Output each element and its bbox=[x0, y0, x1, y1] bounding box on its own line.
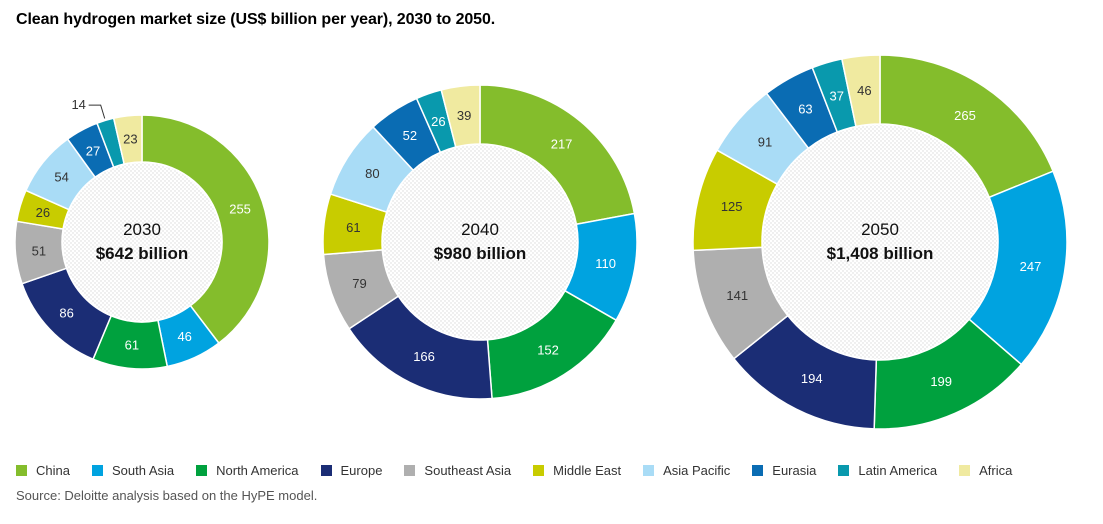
slice-2030-africa bbox=[112, 114, 143, 165]
legend-label: Southeast Asia bbox=[424, 463, 512, 478]
legend-swatch bbox=[404, 465, 416, 476]
slice-label: 125 bbox=[721, 199, 743, 214]
slice-label: 110 bbox=[595, 256, 616, 271]
slice-label: 61 bbox=[125, 338, 139, 353]
legend-label: Asia Pacific bbox=[663, 463, 731, 478]
slice-2040-africa bbox=[440, 84, 481, 148]
slice-label: 217 bbox=[551, 137, 573, 152]
source-note: Source: Deloitte analysis based on the H… bbox=[16, 488, 318, 503]
center-year: 2030 bbox=[123, 220, 161, 239]
slice-label: 166 bbox=[413, 349, 435, 364]
slice-label: 199 bbox=[930, 374, 952, 389]
donut-center bbox=[63, 163, 221, 321]
slice-label: 39 bbox=[457, 108, 471, 123]
slice-label: 52 bbox=[403, 128, 417, 143]
donut-center bbox=[383, 145, 577, 339]
legend-label: China bbox=[36, 463, 70, 478]
legend-label: Eurasia bbox=[772, 463, 817, 478]
legend-label: Africa bbox=[979, 463, 1013, 478]
legend-label: North America bbox=[216, 463, 299, 478]
legend-swatch bbox=[643, 465, 655, 476]
legend-label: Middle East bbox=[553, 463, 622, 478]
slice-label: 152 bbox=[537, 342, 559, 357]
legend-item: Middle East bbox=[533, 463, 621, 478]
slice-label: 247 bbox=[1020, 259, 1042, 274]
slice-label: 141 bbox=[726, 288, 748, 303]
slice-label: 37 bbox=[829, 88, 843, 103]
legend: China South Asia North America Europe Southe… bbox=[16, 463, 1034, 478]
slice-label: 79 bbox=[352, 276, 366, 291]
legend-item: China bbox=[16, 463, 70, 478]
slice-label: 91 bbox=[758, 134, 772, 149]
legend-label: Latin America bbox=[858, 463, 938, 478]
donut-center bbox=[763, 125, 997, 359]
legend-item: Southeast Asia bbox=[404, 463, 511, 478]
slice-label: 14 bbox=[71, 97, 85, 112]
legend-label: Europe bbox=[340, 463, 383, 478]
legend-item: Africa bbox=[959, 463, 1012, 478]
legend-swatch bbox=[752, 465, 764, 476]
center-total: $642 billion bbox=[96, 244, 189, 263]
slice-label: 27 bbox=[86, 143, 100, 158]
slice-label: 26 bbox=[431, 114, 445, 129]
center-year: 2040 bbox=[461, 220, 499, 239]
slice-label: 63 bbox=[798, 101, 812, 116]
legend-label: South Asia bbox=[111, 463, 175, 478]
callout-line bbox=[88, 104, 106, 119]
slice-label: 46 bbox=[857, 83, 871, 98]
center-total: $980 billion bbox=[434, 244, 527, 263]
slice-label: 265 bbox=[954, 108, 976, 123]
slice-label: 255 bbox=[229, 201, 251, 216]
legend-item: South Asia bbox=[91, 463, 175, 478]
slice-label: 80 bbox=[365, 166, 379, 181]
legend-swatch bbox=[959, 465, 971, 476]
legend-item: Latin America bbox=[838, 463, 937, 478]
center-total: $1,408 billion bbox=[827, 244, 934, 263]
legend-item: Europe bbox=[320, 463, 383, 478]
slice-label: 23 bbox=[123, 132, 137, 147]
legend-swatch bbox=[320, 465, 332, 476]
legend-swatch bbox=[533, 465, 545, 476]
legend-swatch bbox=[16, 465, 27, 476]
slice-2030-china bbox=[141, 114, 270, 345]
center-year: 2050 bbox=[861, 220, 899, 239]
slice-2050-africa bbox=[840, 54, 881, 128]
legend-item: Asia Pacific bbox=[643, 463, 730, 478]
slice-label: 86 bbox=[59, 305, 73, 320]
slice-label: 26 bbox=[36, 205, 50, 220]
legend-swatch bbox=[838, 465, 850, 476]
slice-label: 54 bbox=[54, 169, 68, 184]
chart-title: Clean hydrogen market size (US$ billion … bbox=[16, 11, 496, 28]
legend-item: Eurasia bbox=[752, 463, 816, 478]
legend-item: North America bbox=[196, 463, 299, 478]
slice-label: 51 bbox=[32, 243, 46, 258]
slice-label: 61 bbox=[346, 220, 360, 235]
donut-charts: 255 46 61 86 51 26 54 27 14 23 2030 $642 billion 217… bbox=[14, 54, 1068, 430]
legend-swatch bbox=[196, 465, 208, 476]
legend-swatch bbox=[91, 465, 103, 476]
slice-label: 46 bbox=[177, 329, 191, 344]
slice-label: 194 bbox=[801, 371, 823, 386]
